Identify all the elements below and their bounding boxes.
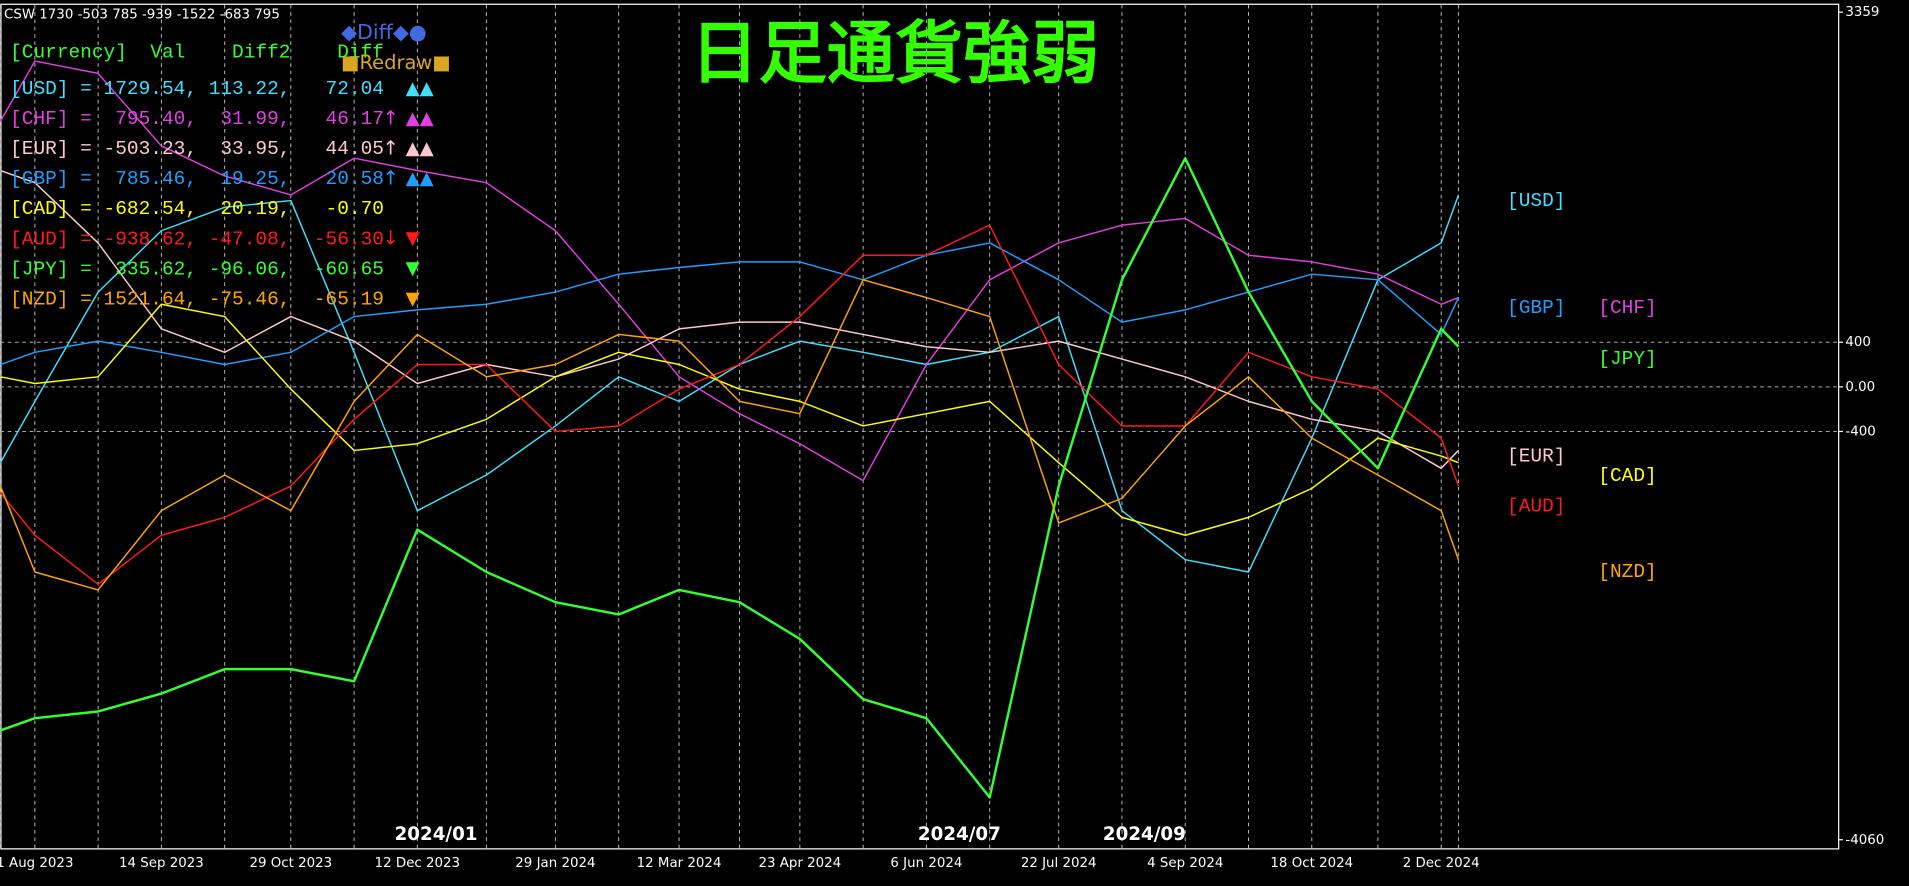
series-line — [0, 156, 1460, 799]
x-tick-label: 6 Jun 2024 — [890, 856, 962, 871]
status-text: CSW 1730 -503 785 -939 -1522 -683 795 — [4, 8, 280, 23]
panel-arrow: ↓ — [382, 227, 398, 250]
diff-button[interactable]: ◆Diff◆● — [341, 20, 427, 44]
series-line — [0, 303, 1459, 536]
x-tick-label: 18 Oct 2024 — [1270, 856, 1353, 871]
series-label: [NZD] — [1598, 561, 1656, 583]
y-tick-label: -4060 — [1845, 833, 1884, 848]
x-tick-label: 12 Dec 2023 — [375, 856, 460, 871]
annotation: 2024/07 — [918, 824, 1001, 845]
panel-marks: ▲▲ — [406, 168, 434, 189]
panel-marks: ▼ — [406, 258, 420, 279]
x-tick-label: 29 Jan 2024 — [515, 856, 595, 871]
series-label: [EUR] — [1507, 446, 1565, 468]
panel-marks: ▲▲ — [406, 108, 434, 129]
x-tick-label: 12 Mar 2024 — [637, 856, 722, 871]
panel-marks: ▼ — [406, 288, 420, 309]
labels: 3359 400 0.00 -400 -4060 1 Aug 2023 14 Sep 202… — [0, 5, 1884, 871]
panel-arrow: ↑ — [382, 106, 398, 129]
annotation: 2024/01 — [395, 824, 478, 845]
x-tick-label: 22 Jul 2024 — [1021, 856, 1097, 871]
series-label: [JPY] — [1598, 348, 1656, 370]
x-tick-label: 14 Sep 2023 — [119, 856, 204, 871]
panel-arrow: ↑ — [382, 167, 398, 190]
x-tick-label: 23 Apr 2024 — [759, 856, 842, 871]
y-tick-label: -400 — [1845, 424, 1875, 439]
panel-arrow: ↑ — [382, 136, 398, 159]
x-tick-label: 1 Aug 2023 — [0, 856, 73, 871]
panel-row: [EUR] = -503.23, 33.95, 44.05 — [10, 138, 384, 160]
grid — [0, 4, 1843, 849]
y-tick-label: 400 — [1845, 335, 1871, 350]
series-label: [CHF] — [1598, 297, 1656, 319]
series-label: [USD] — [1507, 190, 1565, 212]
panel-marks: ▲▲ — [406, 78, 434, 99]
x-tick-label: 2 Dec 2024 — [1403, 856, 1480, 871]
annotation: 2024/09 — [1103, 824, 1186, 845]
y-tick-label: 0.00 — [1845, 380, 1875, 395]
panel-marks: ▲▲ — [406, 138, 434, 159]
series-label: [CAD] — [1598, 465, 1656, 487]
panel-row: [USD] = 1729.54, 113.22, 72.04 — [10, 78, 384, 100]
panel-header: [Currency] Val Diff2 Diff — [10, 41, 384, 63]
y-tick-label: 3359 — [1845, 5, 1879, 20]
plot-frame — [0, 3, 1840, 850]
series-line — [0, 279, 1460, 591]
panel-row: [CHF] = 795.40, 31.99, 46.17 — [10, 108, 384, 130]
panel-row: [CAD] = -682.54, 20.19, -0.70 — [10, 198, 384, 220]
series-label: [GBP] — [1507, 297, 1565, 319]
series-lines — [0, 60, 1460, 799]
panel-row: [JPY] = 335.62, -96.06, -60.65 — [10, 258, 384, 280]
chart-title: 日足通貨強弱 — [690, 15, 1099, 94]
series-line — [0, 224, 1460, 586]
panel-row: [NZD] = 1521.64, -75.46, -65.19 — [10, 288, 384, 310]
redraw-button[interactable]: ■Redraw■ — [341, 51, 451, 74]
x-tick-label: 29 Oct 2023 — [249, 856, 332, 871]
x-tick-label: 4 Sep 2024 — [1147, 856, 1223, 871]
panel-row: [AUD] = -938.62, -47.08, -56.30 — [10, 228, 384, 250]
series-label: [AUD] — [1507, 495, 1565, 517]
series-line — [0, 60, 1459, 482]
series-line — [0, 169, 1459, 470]
panel-row: [GBP] = 785.46, 19.25, 20.58 — [10, 168, 384, 190]
panel-marks: ▼ — [406, 228, 420, 249]
